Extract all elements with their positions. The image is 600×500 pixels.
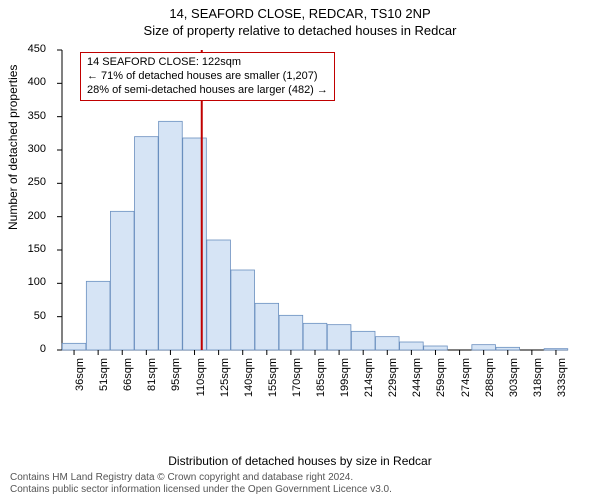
- x-tick: 51sqm: [98, 358, 110, 406]
- x-tick: 214sqm: [363, 358, 375, 406]
- x-tick: 95sqm: [170, 358, 182, 406]
- footnote-line2: Contains public sector information licen…: [10, 484, 392, 496]
- x-tick: 185sqm: [315, 358, 327, 406]
- x-tick: 125sqm: [219, 358, 231, 406]
- x-tick: 288sqm: [484, 358, 496, 406]
- x-tick: 318sqm: [532, 358, 544, 406]
- y-tick: 250: [16, 176, 46, 188]
- x-tick: 333sqm: [556, 358, 568, 406]
- y-tick: 350: [16, 110, 46, 122]
- y-tick: 450: [16, 43, 46, 55]
- chart-area: 14 SEAFORD CLOSE: 122sqm← 71% of detache…: [52, 46, 572, 406]
- x-tick: 66sqm: [122, 358, 134, 406]
- x-tick: 199sqm: [339, 358, 351, 406]
- footnote: Contains HM Land Registry data © Crown c…: [10, 472, 392, 496]
- x-tick: 81sqm: [146, 358, 158, 406]
- y-tick: 300: [16, 143, 46, 155]
- x-tick: 36sqm: [74, 358, 86, 406]
- chart-title-address: 14, SEAFORD CLOSE, REDCAR, TS10 2NP: [0, 6, 600, 21]
- x-tick: 229sqm: [387, 358, 399, 406]
- y-tick: 150: [16, 243, 46, 255]
- x-tick: 170sqm: [291, 358, 303, 406]
- footnote-line1: Contains HM Land Registry data © Crown c…: [10, 472, 392, 484]
- x-tick: 110sqm: [195, 358, 207, 406]
- reference-callout: 14 SEAFORD CLOSE: 122sqm← 71% of detache…: [80, 52, 335, 101]
- y-tick: 100: [16, 276, 46, 288]
- y-tick: 50: [16, 310, 46, 322]
- callout-line: 28% of semi-detached houses are larger (…: [87, 84, 328, 98]
- callout-line: 14 SEAFORD CLOSE: 122sqm: [87, 56, 328, 70]
- x-tick: 140sqm: [243, 358, 255, 406]
- y-tick: 400: [16, 76, 46, 88]
- callout-line: ← 71% of detached houses are smaller (1,…: [87, 70, 328, 84]
- chart-title-subtitle: Size of property relative to detached ho…: [0, 23, 600, 38]
- y-tick: 200: [16, 210, 46, 222]
- x-tick: 259sqm: [435, 358, 447, 406]
- y-tick: 0: [16, 343, 46, 355]
- x-tick: 303sqm: [508, 358, 520, 406]
- x-tick: 274sqm: [460, 358, 472, 406]
- x-axis-label: Distribution of detached houses by size …: [0, 454, 600, 468]
- x-tick: 244sqm: [411, 358, 423, 406]
- x-tick: 155sqm: [267, 358, 279, 406]
